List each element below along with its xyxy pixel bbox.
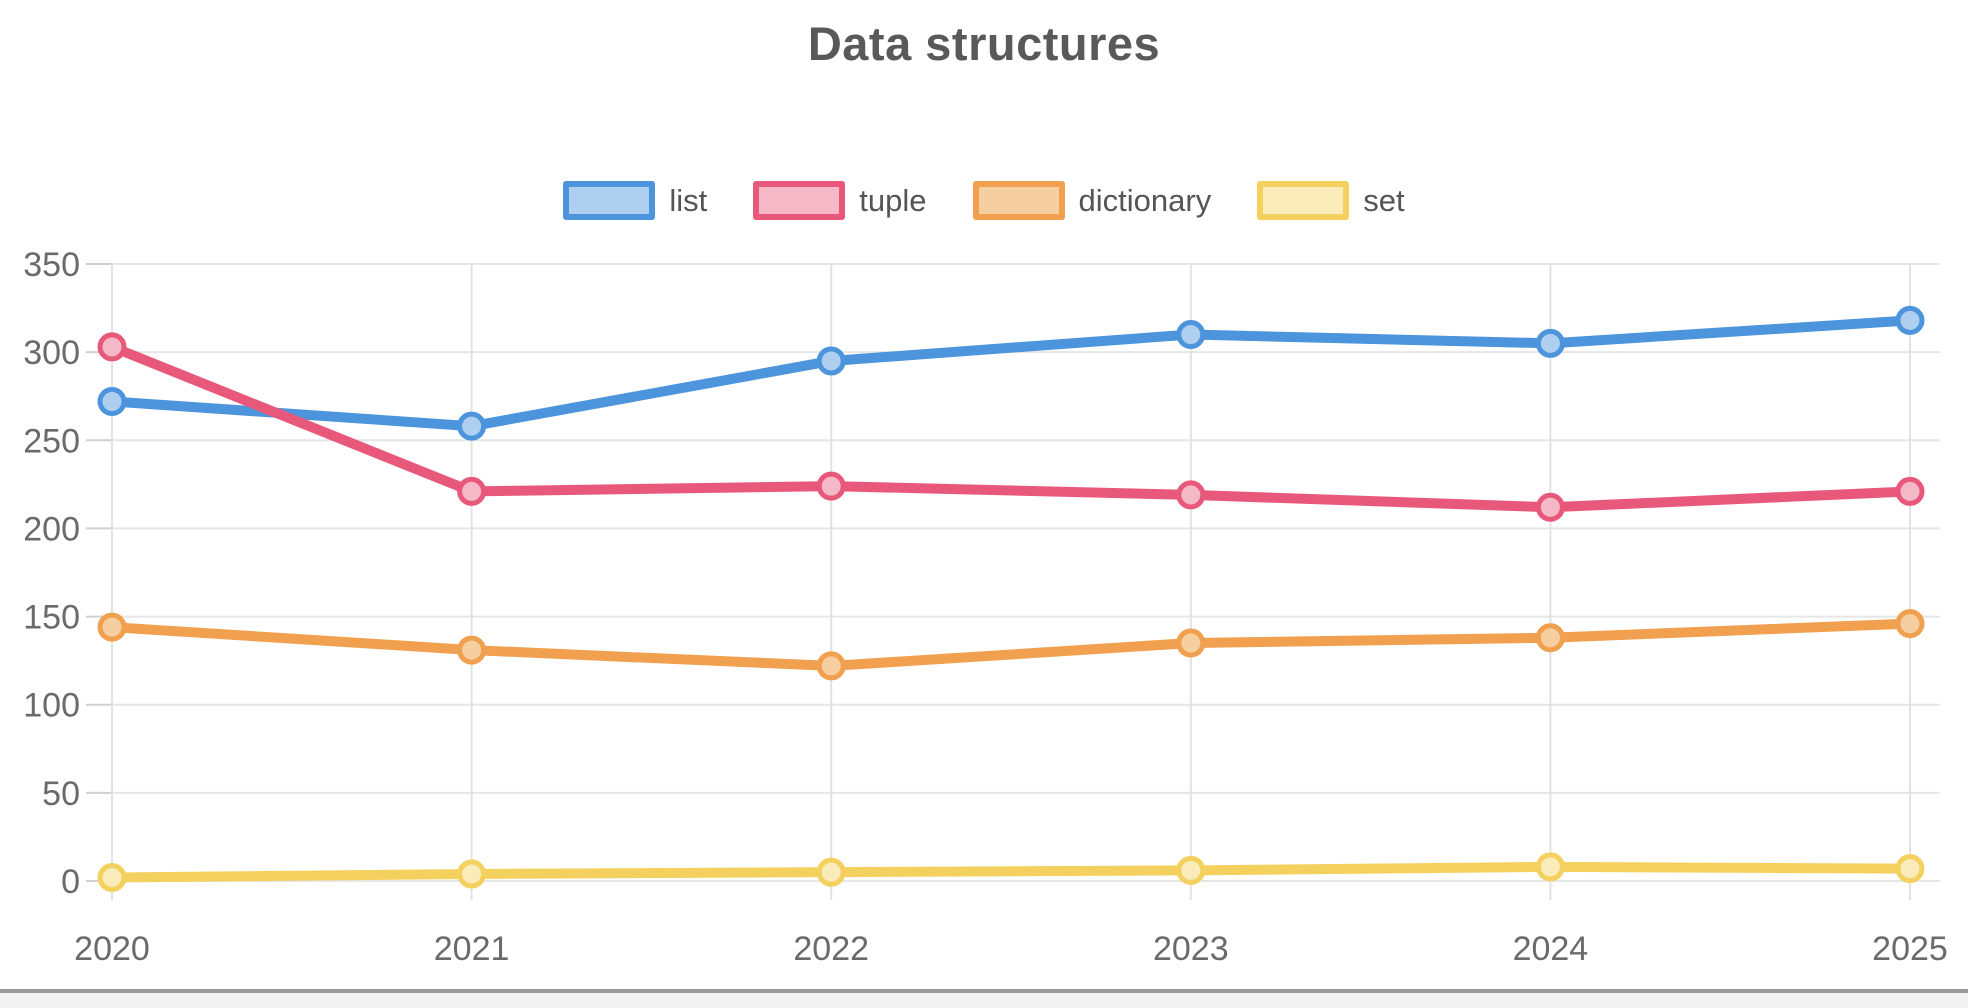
data-point-set-2024 [1535,852,1565,882]
legend-swatch-set [1257,181,1350,220]
data-point-list-2021 [457,411,487,441]
data-point-dictionary-2024 [1535,623,1565,653]
legend-swatch-list [563,181,656,220]
y-tick-label-200: 200 [23,510,80,548]
chart-legend: list tuple dictionary set [0,181,1968,220]
x-tick-label-2023: 2023 [1153,930,1229,968]
data-point-tuple-2020 [97,332,127,362]
data-point-list-2023 [1176,320,1206,350]
data-point-dictionary-2023 [1176,628,1206,658]
data-point-list-2025 [1895,305,1925,335]
x-tick-label-2020: 2020 [74,930,150,968]
data-point-list-2024 [1535,328,1565,358]
data-point-dictionary-2021 [457,635,487,665]
data-point-list-2022 [816,346,846,376]
x-tick-label-2021: 2021 [434,930,510,968]
chart-title: Data structures [807,17,1161,70]
series-line-tuple [107,341,1915,513]
y-tick-label-300: 300 [23,334,80,372]
legend-item-set[interactable]: set [1257,181,1405,220]
legend-swatch-dictionary [972,181,1065,220]
y-tick-label-100: 100 [23,687,80,725]
series-line-dictionary [107,618,1915,671]
y-tick-label-50: 50 [42,775,80,813]
bottom-strip [0,993,1968,1008]
series-line-set [107,861,1915,883]
data-point-tuple-2023 [1176,480,1206,510]
data-point-set-2022 [816,857,846,887]
x-tick-label-2024: 2024 [1513,930,1589,968]
y-tick-label-0: 0 [61,863,80,901]
series-line-list [107,315,1915,432]
legend-label-tuple: tuple [859,182,927,218]
legend-label-set: set [1363,182,1405,218]
x-tick-label-2025: 2025 [1872,930,1948,968]
legend-label-list: list [669,182,708,218]
data-point-set-2020 [97,862,127,892]
data-point-tuple-2025 [1895,476,1925,506]
data-point-set-2021 [457,859,487,889]
legend-item-list[interactable]: list [563,181,707,220]
bottom-divider [0,989,1968,993]
data-point-dictionary-2022 [816,651,846,681]
data-point-set-2023 [1176,855,1206,885]
data-point-tuple-2024 [1535,492,1565,522]
legend-item-tuple[interactable]: tuple [753,181,927,220]
data-point-list-2020 [97,387,127,417]
data-point-set-2025 [1895,854,1925,884]
y-tick-label-250: 250 [23,422,80,460]
y-tick-label-350: 350 [23,246,80,284]
legend-label-dictionary: dictionary [1078,182,1212,218]
data-point-tuple-2021 [457,476,487,506]
legend-item-dictionary[interactable]: dictionary [972,181,1212,220]
legend-swatch-tuple [753,181,846,220]
data-point-dictionary-2020 [97,612,127,642]
x-tick-label-2022: 2022 [793,930,869,968]
y-tick-label-150: 150 [23,599,80,637]
data-point-tuple-2022 [816,471,846,501]
data-point-dictionary-2025 [1895,609,1925,639]
